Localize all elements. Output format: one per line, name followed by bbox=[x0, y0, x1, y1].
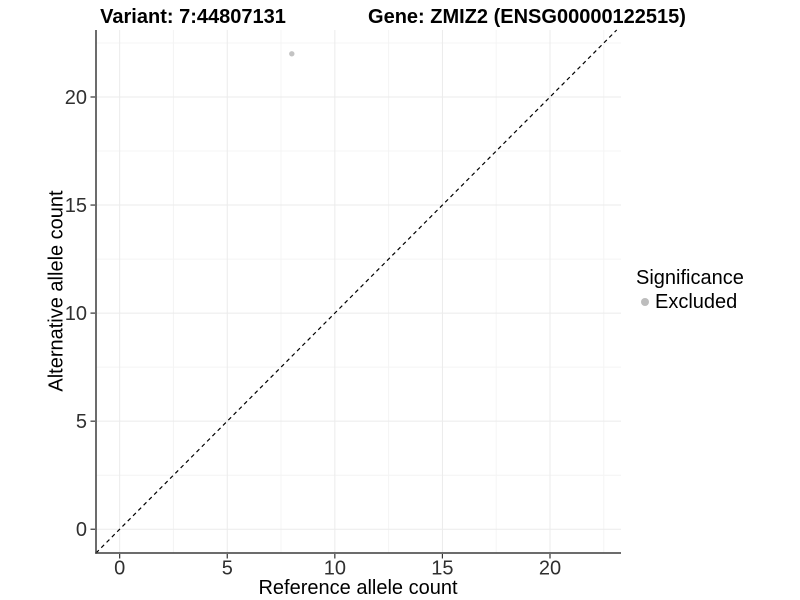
x-tick-label: 10 bbox=[324, 558, 346, 580]
x-tick-label: 15 bbox=[431, 558, 453, 580]
gene-title: Gene: ZMIZ2 (ENSG00000122515) bbox=[368, 6, 686, 28]
y-tick-label: 15 bbox=[65, 195, 87, 217]
identity-line bbox=[95, 29, 618, 554]
legend-item-excluded: Excluded bbox=[636, 291, 744, 313]
y-axis-title: Alternative allele count bbox=[45, 190, 68, 392]
y-tick-label: 5 bbox=[76, 411, 87, 433]
variant-title: Variant: 7:44807131 bbox=[100, 6, 286, 28]
legend: Significance Excluded bbox=[636, 267, 744, 313]
y-tick-label: 10 bbox=[65, 303, 87, 325]
legend-item-label: Excluded bbox=[655, 290, 738, 313]
excluded-point-icon bbox=[641, 298, 649, 306]
y-tick-label: 0 bbox=[76, 519, 87, 541]
x-tick-label: 20 bbox=[539, 558, 561, 580]
y-tick-label: 20 bbox=[65, 87, 87, 109]
x-tick-label: 5 bbox=[222, 558, 233, 580]
data-point bbox=[289, 51, 295, 57]
x-axis-title: Reference allele count bbox=[258, 577, 458, 599]
legend-title: Significance bbox=[636, 267, 744, 289]
x-tick-label: 0 bbox=[114, 558, 125, 580]
